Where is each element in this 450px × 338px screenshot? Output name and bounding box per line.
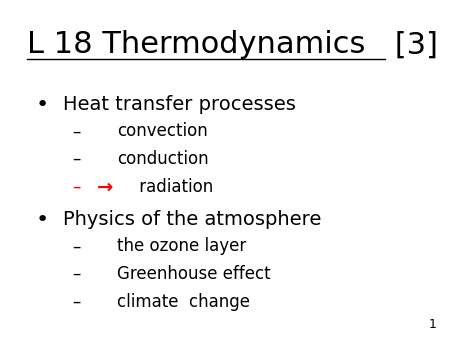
Text: Heat transfer processes: Heat transfer processes [63,95,296,114]
Text: [3]: [3] [385,30,438,59]
Text: L 18 Thermodynamics: L 18 Thermodynamics [27,30,365,59]
Text: Greenhouse effect: Greenhouse effect [117,265,270,283]
Text: climate  change: climate change [117,293,250,311]
Text: convection: convection [117,122,208,140]
Text: –: – [72,150,81,168]
Text: conduction: conduction [117,150,209,168]
Text: 1: 1 [428,318,436,331]
Text: –: – [72,237,81,256]
Text: –: – [72,178,81,196]
Text: the ozone layer: the ozone layer [117,237,246,256]
Text: –: – [72,265,81,283]
Text: Physics of the atmosphere: Physics of the atmosphere [63,210,321,229]
Text: →: → [97,178,113,197]
Text: –: – [72,122,81,140]
Text: •: • [36,95,49,115]
Text: •: • [36,210,49,230]
Text: –: – [72,293,81,311]
Text: radiation: radiation [134,178,213,196]
